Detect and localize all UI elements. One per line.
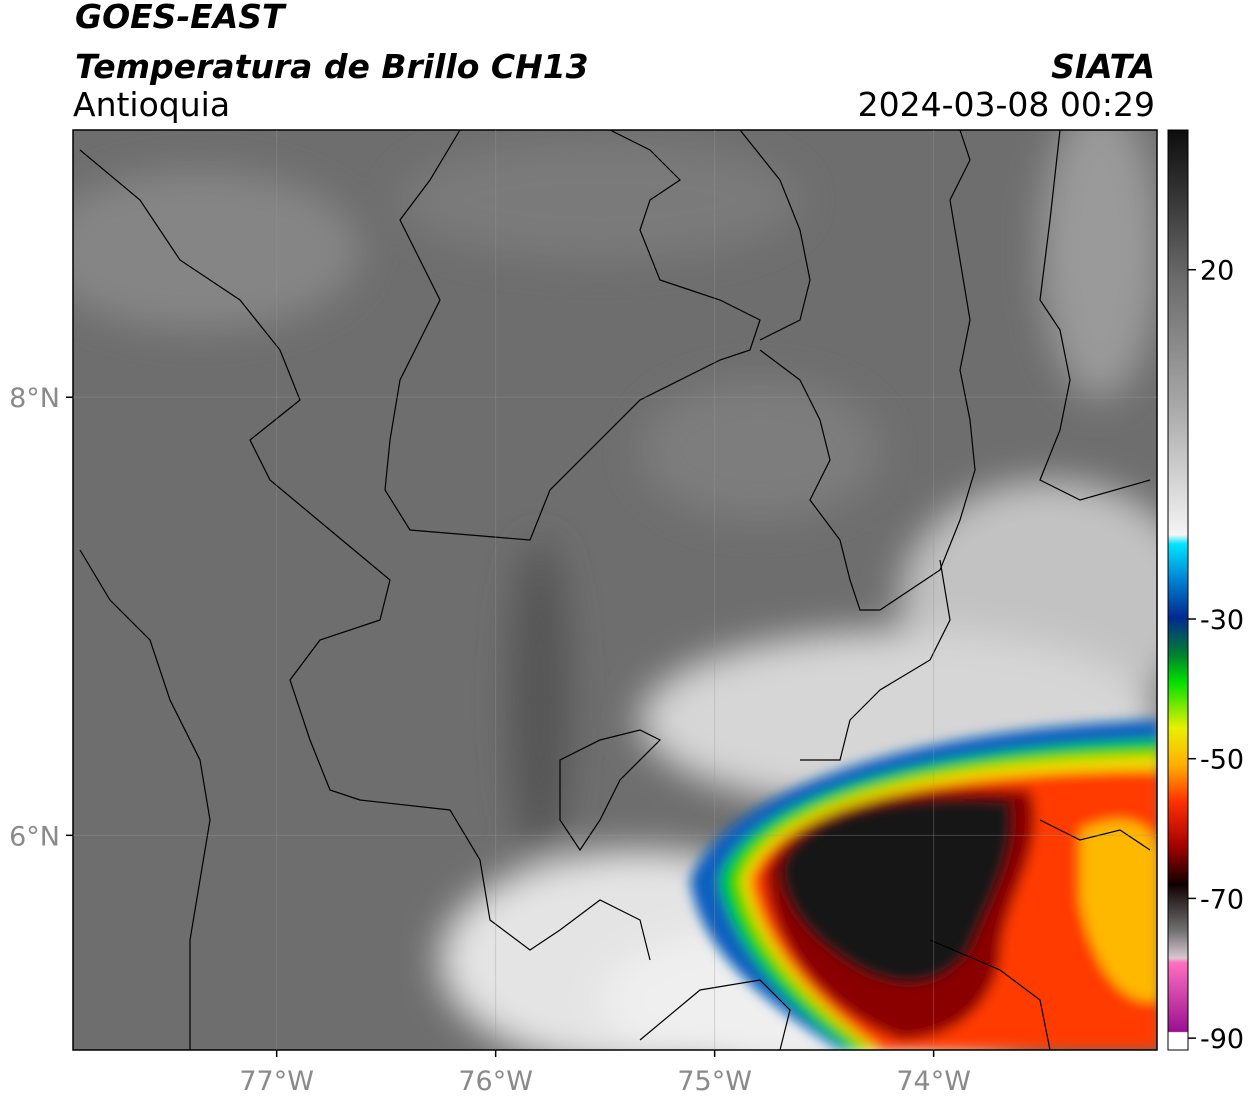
y-tick-label: 6°N	[9, 821, 60, 852]
subtitle: Temperatura de Brillo CH13	[75, 47, 589, 86]
boundaries	[79, 130, 1151, 1050]
colorbar-tick-label: -70	[1200, 884, 1244, 915]
y-tick-label: 8°N	[9, 383, 60, 414]
colorbar-tick-label: -30	[1200, 605, 1244, 636]
map-frame	[72, 129, 1158, 1051]
x-tick-label: 76°W	[458, 1066, 533, 1097]
title: GOES-EAST	[75, 0, 287, 36]
colorbar-tick-label: -90	[1200, 1024, 1244, 1055]
source: SIATA	[1051, 47, 1155, 86]
colorbar-tick-label: 20	[1200, 256, 1234, 287]
colorbar	[1167, 129, 1189, 1051]
satellite-image	[73, 130, 1157, 1050]
colorbar-tick-label: -50	[1200, 745, 1244, 776]
x-tick-label: 75°W	[677, 1066, 752, 1097]
x-tick-label: 74°W	[896, 1066, 971, 1097]
x-tick-label: 77°W	[239, 1066, 314, 1097]
region: Antioquia	[73, 85, 230, 124]
datetime: 2024-03-08 00:29	[858, 85, 1155, 124]
